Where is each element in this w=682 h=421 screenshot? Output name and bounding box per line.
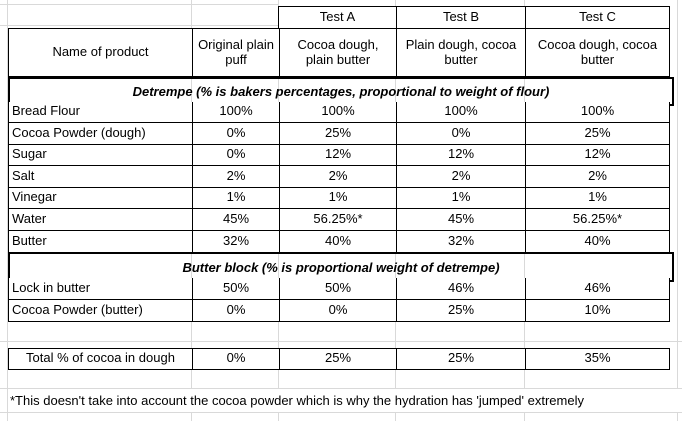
test-c-description-cell[interactable]: Cocoa dough, cocoa butter bbox=[525, 29, 669, 76]
value-cell[interactable]: 1% bbox=[279, 187, 396, 209]
value-cell[interactable]: 100% bbox=[396, 101, 525, 123]
value-cell[interactable]: 0% bbox=[192, 299, 279, 321]
value-cell[interactable]: 50% bbox=[192, 278, 279, 300]
test-a-description-cell[interactable]: Cocoa dough, plain butter bbox=[279, 29, 396, 76]
value-cell[interactable]: 100% bbox=[192, 101, 279, 123]
total-value-cell[interactable]: 25% bbox=[279, 349, 396, 369]
value-cell[interactable]: 25% bbox=[396, 299, 525, 321]
value-cell[interactable]: 100% bbox=[525, 101, 669, 123]
detrempe-rows: Bread Flour 100% 100% 100% 100% Cocoa Po… bbox=[8, 101, 670, 252]
value-cell[interactable]: 40% bbox=[279, 230, 396, 252]
value-cell[interactable]: 100% bbox=[279, 101, 396, 123]
total-value-cell[interactable]: 35% bbox=[525, 349, 669, 369]
product-header-row: Name of product Original plain puff Coco… bbox=[8, 28, 670, 77]
footnote-cell[interactable]: *This doesn't take into account the coco… bbox=[8, 389, 682, 412]
butter-block-rows: Lock in butter 50% 50% 46% 46% Cocoa Pow… bbox=[8, 278, 670, 322]
test-c-header-cell[interactable]: Test C bbox=[525, 7, 669, 28]
value-cell[interactable]: 56.25%* bbox=[525, 209, 669, 231]
test-b-header-cell[interactable]: Test B bbox=[396, 7, 525, 28]
value-cell[interactable]: 12% bbox=[279, 144, 396, 166]
value-cell[interactable]: 46% bbox=[525, 278, 669, 300]
value-cell[interactable]: 32% bbox=[396, 230, 525, 252]
value-cell[interactable]: 25% bbox=[279, 123, 396, 145]
value-cell[interactable]: 56.25%* bbox=[279, 209, 396, 231]
test-a-header-cell[interactable]: Test A bbox=[319, 9, 356, 25]
value-cell[interactable]: 45% bbox=[396, 209, 525, 231]
value-cell[interactable]: 0% bbox=[396, 123, 525, 145]
value-cell[interactable]: 12% bbox=[525, 144, 669, 166]
value-cell[interactable]: 2% bbox=[192, 166, 279, 188]
value-cell[interactable]: 0% bbox=[192, 144, 279, 166]
value-cell[interactable]: 1% bbox=[396, 187, 525, 209]
original-plain-puff-header-cell[interactable]: Original plain puff bbox=[192, 29, 279, 76]
value-cell[interactable]: 10% bbox=[525, 299, 669, 321]
ingredient-name-cell[interactable]: Salt bbox=[9, 166, 192, 188]
ingredient-name-cell[interactable]: Sugar bbox=[9, 145, 192, 166]
total-label-cell[interactable]: Total % of cocoa in dough bbox=[26, 350, 175, 366]
test-header-row: Test A Test B Test C bbox=[278, 6, 670, 28]
test-b-description-cell[interactable]: Plain dough, cocoa butter bbox=[396, 29, 525, 76]
ingredient-name-cell[interactable]: Cocoa Powder (butter) bbox=[12, 301, 143, 317]
ingredient-name-cell[interactable]: Vinegar bbox=[9, 188, 192, 209]
value-cell[interactable]: 25% bbox=[525, 123, 669, 145]
value-cell[interactable]: 0% bbox=[279, 299, 396, 321]
total-value-cell[interactable]: 25% bbox=[396, 349, 525, 369]
footnote-text: *This doesn't take into account the coco… bbox=[10, 393, 584, 408]
value-cell[interactable]: 1% bbox=[192, 187, 279, 209]
ingredient-name-cell[interactable]: Butter bbox=[12, 232, 47, 248]
grid-line bbox=[0, 25, 278, 26]
ingredient-name-cell[interactable]: Cocoa Powder (dough) bbox=[9, 123, 192, 145]
grid-line bbox=[0, 341, 682, 342]
total-value-cell[interactable]: 0% bbox=[192, 349, 279, 369]
value-cell[interactable]: 32% bbox=[192, 230, 279, 252]
value-cell[interactable]: 12% bbox=[396, 144, 525, 166]
name-of-product-header-cell[interactable]: Name of product bbox=[52, 44, 149, 60]
value-cell[interactable]: 40% bbox=[525, 230, 669, 252]
grid-line bbox=[0, 4, 278, 5]
grid-line bbox=[0, 412, 682, 413]
value-cell[interactable]: 2% bbox=[525, 166, 669, 188]
value-cell[interactable]: 50% bbox=[279, 278, 396, 300]
value-cell[interactable]: 0% bbox=[192, 123, 279, 145]
ingredient-name-cell[interactable]: Bread Flour bbox=[9, 102, 192, 123]
ingredient-name-cell[interactable]: Lock in butter bbox=[9, 278, 192, 300]
value-cell[interactable]: 2% bbox=[396, 166, 525, 188]
value-cell[interactable]: 2% bbox=[279, 166, 396, 188]
ingredient-name-cell[interactable]: Water bbox=[9, 209, 192, 231]
grid-line bbox=[0, 388, 682, 389]
total-row: Total % of cocoa in dough 0% 25% 25% 35% bbox=[8, 348, 670, 370]
value-cell[interactable]: 45% bbox=[192, 209, 279, 231]
grid-line bbox=[7, 0, 8, 421]
value-cell[interactable]: 1% bbox=[525, 187, 669, 209]
grid-line bbox=[677, 0, 678, 421]
value-cell[interactable]: 46% bbox=[396, 278, 525, 300]
